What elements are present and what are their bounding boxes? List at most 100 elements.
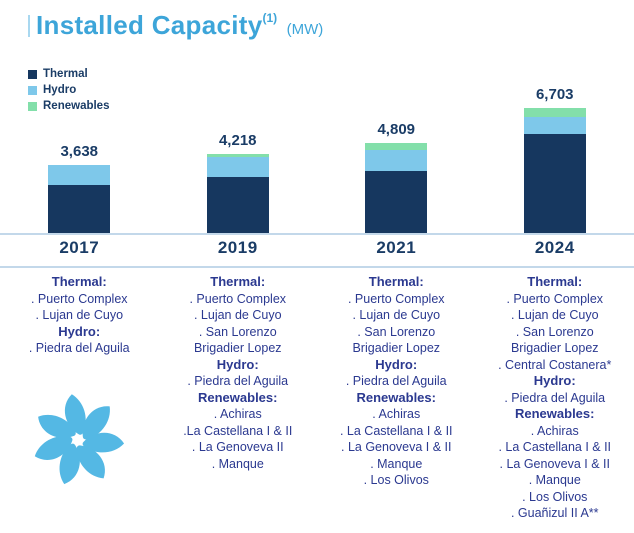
logo-petal [64, 394, 86, 435]
plant-list-2024: Thermal: . Puerto Complex . Lujan de Cuyo.… [476, 274, 634, 522]
legend-item-renewables: Renewables [28, 100, 109, 112]
list-heading: Hydro: [533, 373, 576, 388]
list-item: . Guañizul II A** [510, 506, 599, 520]
bar-group-2021: 4,809 [317, 78, 476, 233]
bar-value-label: 4,809 [377, 121, 416, 138]
list-item: . Puerto Complex [506, 291, 604, 306]
list-item: . Achiras [213, 407, 262, 421]
plant-list-2017: Thermal: . Puerto Complex . Lujan de Cuyo H… [0, 274, 159, 357]
list-heading: Hydro: [375, 356, 418, 372]
chart-legend: Thermal Hydro Renewables [28, 68, 109, 116]
list-heading: Hydro: [58, 323, 101, 339]
title-accent [28, 15, 30, 37]
bar-group-2017: 3,638 [0, 78, 159, 233]
list-item: Brigadier Lopez [510, 341, 599, 355]
bar-segment-thermal-2021 [365, 171, 428, 233]
list-item: . Achiras [372, 407, 421, 421]
bar-segment-renewables-2021 [365, 143, 428, 150]
thermal-swatch [28, 69, 37, 79]
bar-2019 [206, 154, 269, 233]
bar-segment-hydro-2024 [523, 117, 586, 134]
list-item: . Manque [528, 473, 581, 487]
list-item: . Lujan de Cuyo [193, 308, 282, 322]
axis-baseline [0, 233, 634, 235]
plant-lists: Thermal:. Puerto Complex. Lujan de Cuyo H… [0, 274, 634, 522]
list-heading: Thermal: [527, 274, 583, 289]
renewables-swatch [28, 101, 37, 111]
company-logo [34, 394, 125, 485]
title-text: Installed Capacity [36, 10, 263, 40]
legend-item-thermal: Thermal [28, 68, 109, 80]
legend-item-hydro: Hydro [28, 84, 109, 96]
list-item: . Puerto Complex [347, 291, 445, 306]
list-item: . Los Olivos [522, 489, 588, 504]
bar-segment-thermal-2019 [206, 177, 269, 233]
list-heading: Renewables: [198, 389, 278, 405]
logo-petal [34, 436, 73, 460]
list-item: . San Lorenzo [357, 324, 436, 339]
list-item: . Puerto Complex [189, 291, 287, 306]
title-unit: (MW) [286, 21, 324, 38]
legend-label: Hydro [43, 84, 77, 96]
list-item: . La Castellana I & II [339, 423, 453, 438]
bar-2017 [48, 165, 111, 233]
logo-petal [82, 406, 110, 440]
list-item: . San Lorenzo [198, 324, 277, 339]
list-item: . Lujan de Cuyo [352, 308, 441, 322]
list-item: . Piedra del Aguila [345, 374, 447, 388]
legend-label: Thermal [43, 68, 88, 80]
list-heading: Thermal: [210, 274, 266, 289]
divider-line [0, 266, 634, 268]
bar-segment-hydro-2019 [206, 157, 269, 177]
list-heading: Thermal: [51, 274, 107, 289]
plant-list-2021: Thermal: . Puerto Complex . Lujan de Cuyo.… [317, 274, 476, 489]
bar-segment-renewables-2024 [523, 108, 586, 117]
list-item: . Piedra del Aguila [28, 341, 130, 355]
list-heading: Hydro: [216, 356, 259, 372]
year-label-2019: 2019 [217, 238, 258, 257]
list-item: . Puerto Complex [30, 291, 128, 306]
list-item: . Manque [211, 456, 264, 471]
list-item: . La Genoveva I & II [499, 456, 610, 471]
logo-petal [76, 445, 105, 479]
chart-bars: 3,638 4,218 4,809 6,703 [0, 78, 634, 233]
bar-segment-hydro-2021 [365, 150, 428, 171]
list-item: . Lujan de Cuyo [35, 308, 124, 322]
bar-value-label: 3,638 [60, 143, 99, 160]
list-item: . San Lorenzo [515, 324, 594, 339]
list-heading: Renewables: [356, 389, 436, 405]
bar-2021 [365, 143, 428, 233]
page-title: Installed Capacity(1) (MW) [28, 10, 324, 41]
list-heading: Thermal: [368, 274, 424, 289]
list-item: . La Genoveva II [191, 440, 284, 454]
list-heading: Renewables: [515, 406, 595, 421]
years-row: 2017 2019 2021 2024 [0, 238, 634, 258]
logo-petal [38, 414, 76, 438]
list-item: . Piedra del Aguila [187, 374, 289, 388]
plant-list-2019: Thermal: . Puerto Complex . Lujan de Cuyo.… [159, 274, 318, 472]
year-label-2021: 2021 [376, 238, 417, 257]
bar-2024 [523, 108, 586, 233]
bar-value-label: 6,703 [535, 86, 574, 103]
list-item: . Manque [370, 456, 423, 471]
bar-segment-thermal-2017 [48, 185, 111, 233]
title-footnote-marker: (1) [262, 11, 278, 25]
bar-segment-hydro-2017 [48, 165, 111, 185]
list-item: .La Castellana I & II [183, 423, 293, 438]
list-item: . Piedra del Aguila [504, 390, 606, 405]
logo-petal [59, 443, 80, 485]
logo-petal [82, 432, 125, 453]
list-item: Brigadier Lopez [352, 341, 441, 355]
bar-value-label: 4,218 [218, 132, 257, 149]
list-item: . La Genoveva I & II [341, 440, 452, 454]
list-item: . Lujan de Cuyo [510, 308, 599, 322]
hydro-swatch [28, 85, 37, 95]
list-item: . Achiras [530, 423, 579, 438]
bar-segment-thermal-2024 [523, 134, 586, 233]
year-label-2017: 2017 [59, 238, 100, 257]
bar-group-2019: 4,218 [159, 78, 318, 233]
list-item: . La Castellana I & II [498, 440, 612, 454]
legend-label: Renewables [43, 100, 110, 112]
list-item: . Central Costanera* [498, 357, 612, 372]
